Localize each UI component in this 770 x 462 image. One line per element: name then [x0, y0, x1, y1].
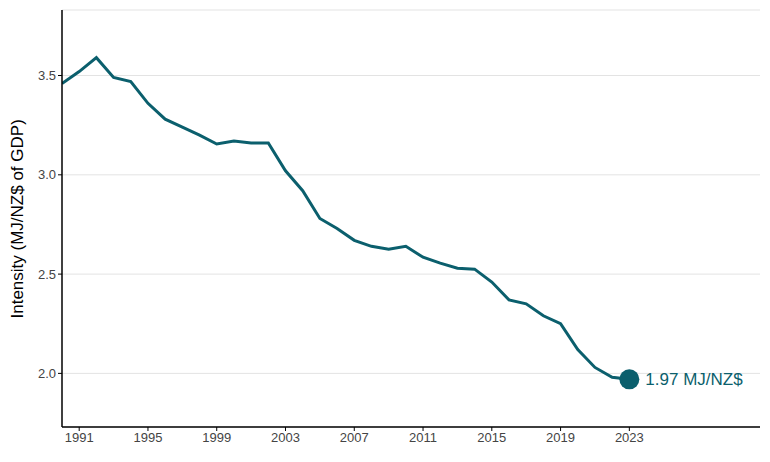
svg-text:2015: 2015 — [477, 430, 506, 445]
svg-text:2023: 2023 — [615, 430, 644, 445]
svg-text:2.5: 2.5 — [38, 267, 56, 282]
svg-text:Intensity (MJ/NZ$ of GDP): Intensity (MJ/NZ$ of GDP) — [8, 119, 27, 318]
svg-text:2.0: 2.0 — [38, 366, 56, 381]
svg-text:2019: 2019 — [546, 430, 575, 445]
svg-text:2003: 2003 — [271, 430, 300, 445]
svg-text:2007: 2007 — [340, 430, 369, 445]
svg-text:2011: 2011 — [409, 430, 437, 445]
svg-text:1991: 1991 — [65, 430, 94, 445]
svg-text:1995: 1995 — [133, 430, 162, 445]
svg-text:1.97 MJ/NZ$: 1.97 MJ/NZ$ — [645, 370, 743, 389]
svg-text:3.5: 3.5 — [38, 68, 56, 83]
svg-text:3.0: 3.0 — [38, 167, 56, 182]
svg-text:1999: 1999 — [202, 430, 231, 445]
